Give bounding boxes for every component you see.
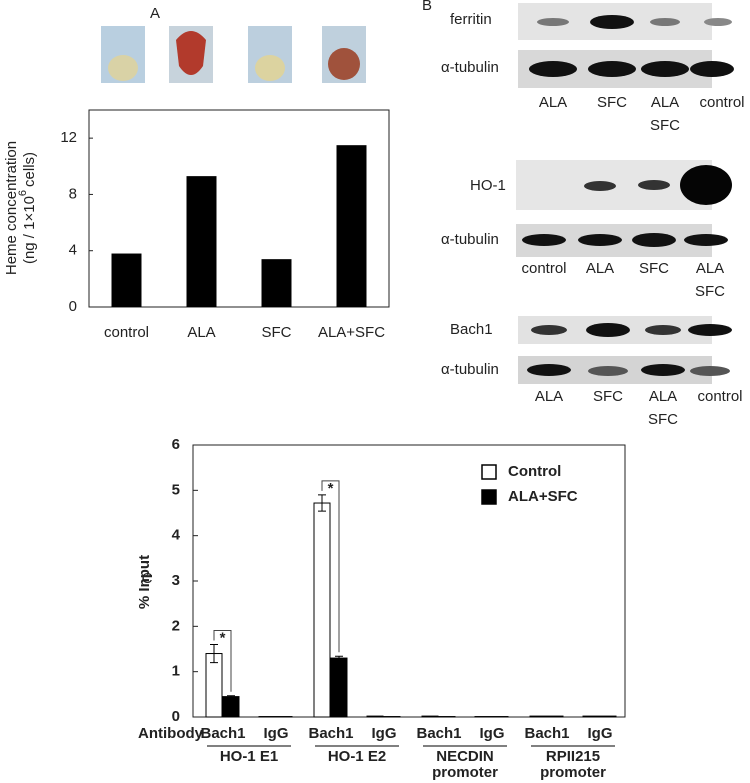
- error-bar: [335, 655, 343, 661]
- unit-superscript: 6: [17, 190, 29, 196]
- x-tick-label: ALA+SFC: [318, 324, 385, 341]
- x-tick-label: IgG: [480, 725, 505, 742]
- x-tick-label: IgG: [372, 725, 397, 742]
- bar: [582, 715, 600, 718]
- lane-label: ALA: [539, 94, 567, 111]
- bar: [336, 145, 367, 307]
- lane-label: ALA: [649, 388, 677, 405]
- lane-label: SFC: [597, 94, 627, 111]
- panel-label: C: [142, 570, 153, 587]
- plot-frame: [88, 109, 390, 308]
- error-bar: [318, 494, 326, 512]
- group-label: HO-1 E2: [328, 748, 386, 765]
- panel-label: A: [150, 5, 160, 22]
- x-tick-label: SFC: [262, 324, 292, 341]
- blot-images: [516, 3, 734, 384]
- lane-label: SFC: [639, 260, 669, 277]
- lane-label: SFC: [695, 283, 725, 300]
- bar: [186, 176, 217, 307]
- y-tick-label: 5: [172, 481, 180, 498]
- panel-label: B: [422, 0, 432, 14]
- group-label: promoter: [432, 764, 498, 781]
- error-bar: [227, 695, 235, 699]
- y-tick-label: 4: [172, 527, 181, 544]
- legend-label: Control: [508, 463, 561, 480]
- y-tick-label: 4: [69, 242, 77, 259]
- lane-label: SFC: [650, 117, 680, 134]
- error-bar: [210, 643, 218, 664]
- y-tick-label: 0: [69, 298, 77, 315]
- x-tick-label: Bach1: [308, 725, 353, 742]
- bar: [421, 715, 439, 718]
- bar: [222, 696, 240, 718]
- x-tick-label: ALA: [187, 324, 215, 341]
- significance-bracket: [321, 480, 340, 653]
- legend-label: ALA+SFC: [508, 488, 578, 505]
- lane-label: control: [697, 388, 742, 405]
- lane-label: ALA: [696, 260, 724, 277]
- bar: [313, 502, 331, 718]
- lane-label: control: [521, 260, 566, 277]
- y-axis-label: % Input: [136, 555, 153, 609]
- lane-label: control: [699, 94, 744, 111]
- lane-label: ALA: [651, 94, 679, 111]
- x-tick-label: Bach1: [416, 725, 461, 742]
- bar: [546, 715, 564, 718]
- x-tick-label: control: [104, 324, 149, 341]
- blot-row-label: α-tubulin: [441, 231, 499, 248]
- bar: [366, 715, 384, 718]
- group-label: HO-1 E1: [220, 748, 278, 765]
- lane-label: ALA: [535, 388, 563, 405]
- bar: [330, 657, 348, 718]
- y-tick-label: 8: [69, 185, 77, 202]
- bar: [599, 715, 617, 718]
- blot-row-label: Bach1: [450, 321, 493, 338]
- group-label: NECDIN: [436, 748, 494, 765]
- bar: [529, 715, 547, 718]
- bar: [111, 253, 142, 307]
- y-tick-label: 1: [172, 663, 180, 680]
- row-label: Antibody: [138, 725, 204, 742]
- x-tick-label: Bach1: [524, 725, 569, 742]
- y-axis-label: Heme concentration: [3, 141, 20, 275]
- plot-frame: [192, 444, 626, 718]
- blot-row-label: α-tubulin: [441, 361, 499, 378]
- x-tick-label: IgG: [588, 725, 613, 742]
- group-label: promoter: [540, 764, 606, 781]
- group-label: RPII215: [546, 748, 600, 765]
- bar: [261, 259, 292, 307]
- blot-row-label: ferritin: [450, 11, 492, 28]
- significance-mark: *: [220, 629, 226, 646]
- y-axis-unit: (ng / 1×106 cells): [17, 152, 38, 264]
- significance-bracket: [213, 629, 232, 692]
- y-tick-label: 12: [60, 129, 77, 146]
- blot-row-label: α-tubulin: [441, 59, 499, 76]
- unit-text: cells): [21, 152, 38, 187]
- y-tick-label: 6: [172, 436, 180, 453]
- y-tick-label: 0: [172, 708, 180, 725]
- x-tick-label: IgG: [264, 725, 289, 742]
- lane-label: ALA: [586, 260, 614, 277]
- lane-label: SFC: [648, 411, 678, 428]
- unit-text: (ng / 1×10: [21, 196, 38, 264]
- tube-photos: [101, 26, 366, 83]
- legend-swatch: [481, 489, 497, 505]
- lane-label: SFC: [593, 388, 623, 405]
- x-tick-label: Bach1: [200, 725, 245, 742]
- legend-swatch: [481, 464, 497, 480]
- blot-row-label: HO-1: [470, 177, 506, 194]
- y-tick-label: 2: [172, 617, 180, 634]
- significance-mark: *: [328, 480, 334, 497]
- y-tick-label: 3: [172, 572, 180, 589]
